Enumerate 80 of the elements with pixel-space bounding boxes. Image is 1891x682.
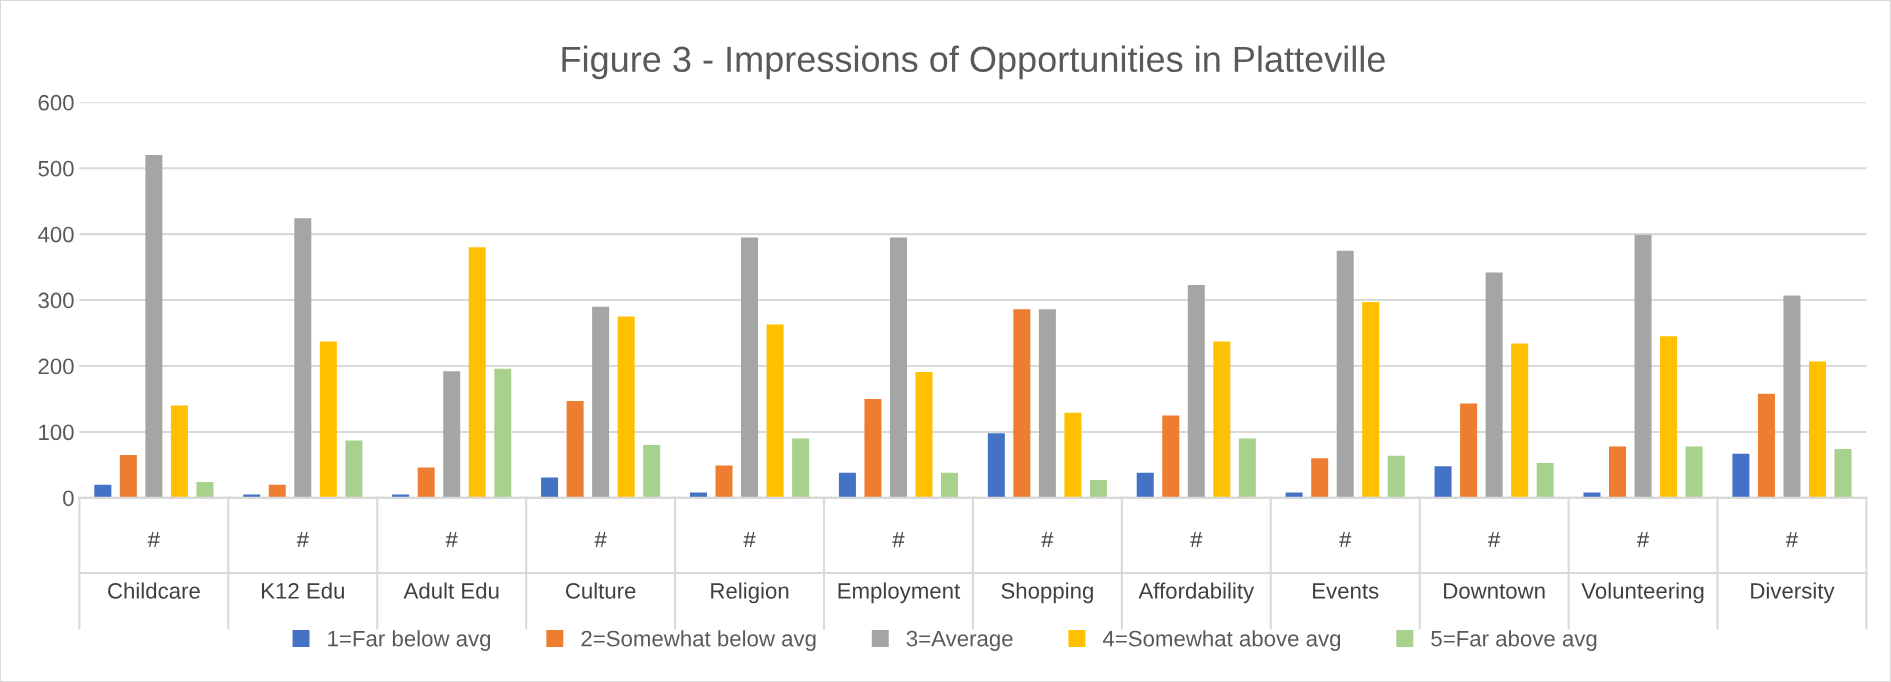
bar <box>170 405 188 498</box>
bar <box>1434 466 1452 498</box>
chart-title: Figure 3 - Impressions of Opportunities in Platteville <box>562 45 1385 80</box>
category-label: # Adult Edu <box>403 531 499 599</box>
bar <box>766 324 784 498</box>
bar <box>541 477 559 498</box>
y-tick-label: 300 <box>38 292 74 309</box>
bar <box>468 247 486 498</box>
bar <box>643 445 661 498</box>
bar <box>1136 472 1154 498</box>
legend-label: 2=Somewhat below avg <box>581 630 816 651</box>
y-tick-label: 100 <box>39 424 74 441</box>
bar <box>319 341 337 498</box>
bar <box>1013 309 1031 498</box>
bar <box>566 400 584 498</box>
legend-label: 5=Far above avg <box>1431 630 1597 651</box>
bar <box>1783 295 1801 498</box>
bar <box>1485 272 1503 498</box>
bar <box>1685 446 1703 498</box>
bar <box>119 455 137 498</box>
bar <box>1634 234 1652 498</box>
bar <box>1187 284 1205 498</box>
bar <box>1162 415 1180 498</box>
bar <box>1311 458 1329 498</box>
category-label: # Downtown <box>1444 531 1545 599</box>
bar <box>1238 438 1256 498</box>
bar <box>1511 343 1529 498</box>
category-label: # Affordability <box>1138 531 1255 604</box>
bar <box>792 438 810 498</box>
legend-label: 1=Far below avg <box>328 630 491 651</box>
bar <box>838 472 856 498</box>
bar <box>1387 455 1405 498</box>
bar <box>494 368 512 498</box>
bar <box>1213 341 1231 498</box>
y-tick-label: 500 <box>38 160 74 177</box>
category-label: # Events <box>1313 531 1379 599</box>
bar <box>417 467 435 498</box>
bar <box>196 482 214 498</box>
bar <box>915 371 933 498</box>
bar <box>941 472 959 498</box>
bar <box>1808 361 1826 498</box>
bar <box>1038 309 1056 498</box>
bar <box>1336 250 1354 498</box>
bar <box>1460 403 1478 498</box>
category-label: # Childcare <box>108 531 200 599</box>
bar <box>294 218 312 498</box>
bar <box>889 237 907 498</box>
category-label: # Shopping <box>1001 531 1093 604</box>
bar <box>1536 462 1554 498</box>
category-label: # K12 Edu <box>261 531 344 599</box>
bar <box>345 440 363 498</box>
bar <box>617 316 635 498</box>
bar <box>1609 446 1627 498</box>
bar <box>1660 336 1678 498</box>
bar <box>145 155 163 498</box>
y-tick-label: 0 <box>63 490 74 507</box>
category-label: # Religion <box>711 531 789 604</box>
bar <box>94 484 112 498</box>
category-label: # Employment <box>838 531 961 604</box>
y-tick-label: 200 <box>38 358 74 375</box>
bar <box>443 371 461 498</box>
category-label: # Diversity <box>1751 531 1835 604</box>
bar <box>268 484 286 498</box>
legend-label: 4=Somewhat above avg <box>1102 630 1341 651</box>
y-tick-label: 400 <box>38 226 74 243</box>
bar <box>1064 412 1082 498</box>
bar <box>715 465 733 498</box>
category-label: # Culture <box>565 531 636 599</box>
bar <box>987 433 1005 498</box>
bar <box>1089 480 1107 498</box>
bar <box>1732 453 1750 498</box>
bar <box>1757 393 1775 498</box>
bar <box>1362 302 1380 498</box>
legend-label: 3=Average <box>906 630 1013 651</box>
bar <box>741 237 759 498</box>
bar <box>864 398 882 498</box>
category-label: # Volunteering <box>1581 531 1704 604</box>
bar <box>1834 449 1852 498</box>
bar <box>592 306 610 498</box>
y-tick-label: 600 <box>38 94 74 111</box>
